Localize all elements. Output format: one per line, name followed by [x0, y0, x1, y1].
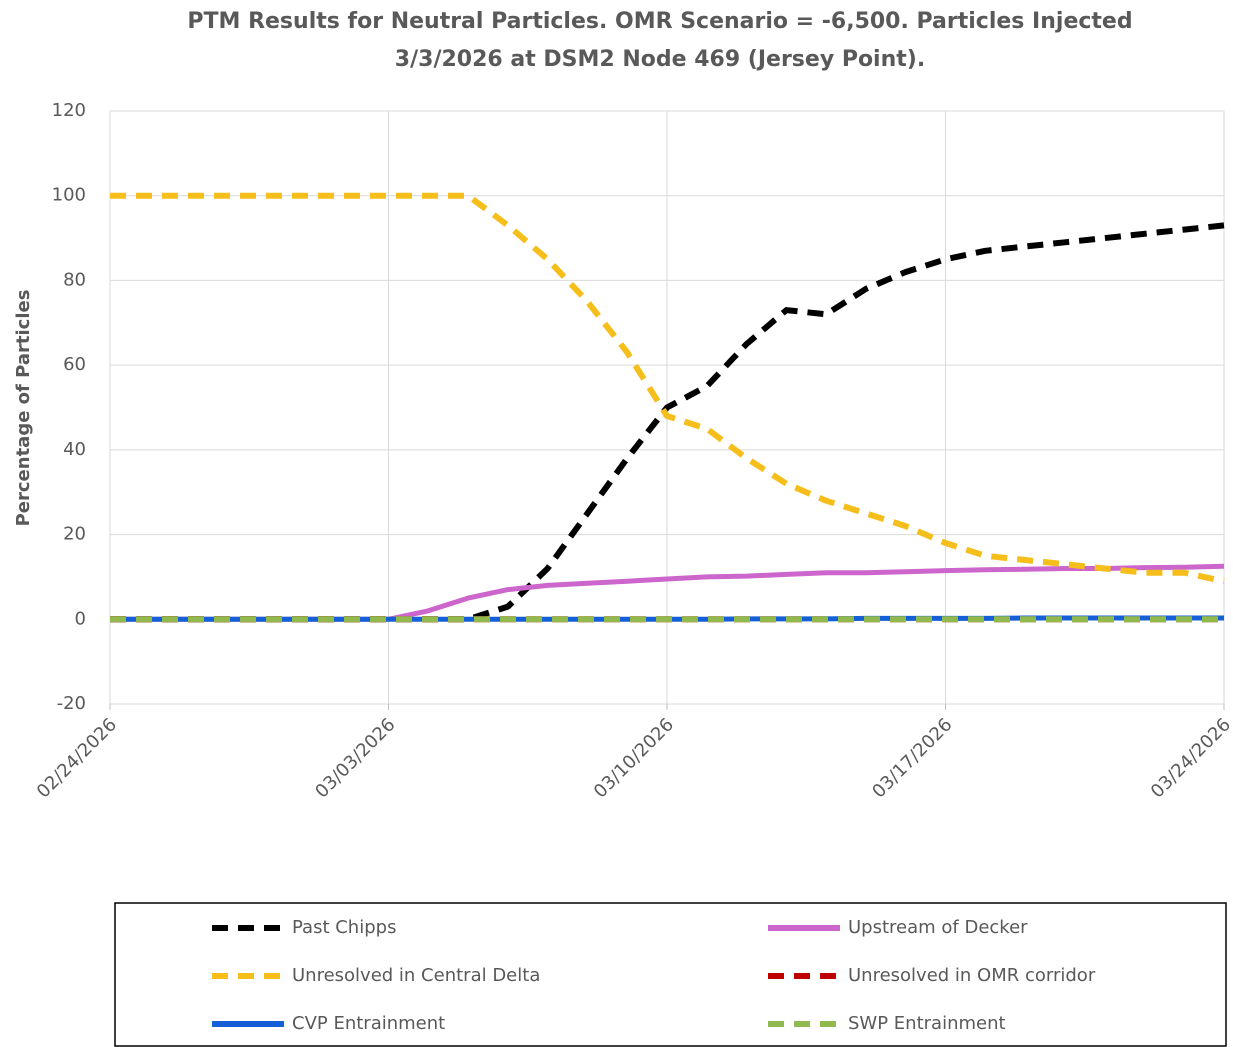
- legend-label: Unresolved in Central Delta: [292, 965, 540, 986]
- legend-label: Upstream of Decker: [848, 917, 1028, 938]
- series-line: [110, 192, 1225, 585]
- chart-title: PTM Results for Neutral Particles. OMR S…: [187, 9, 1132, 34]
- y-tick-label: 0: [75, 608, 86, 629]
- x-tick-label: 02/24/2026: [33, 714, 121, 802]
- x-tick-label: 03/03/2026: [311, 714, 399, 802]
- y-tick-label: -20: [57, 693, 86, 714]
- legend-box: [114, 902, 1227, 1047]
- y-tick-label: 100: [52, 185, 86, 206]
- x-tick-label: 03/24/2026: [1147, 714, 1233, 802]
- y-tick-label: 20: [63, 524, 86, 545]
- legend-label: Unresolved in OMR corridor: [848, 965, 1096, 986]
- y-tick-label: 60: [63, 354, 86, 375]
- legend-label: CVP Entrainment: [292, 1013, 445, 1034]
- legend-label: SWP Entrainment: [848, 1013, 1006, 1034]
- y-tick-label: 80: [63, 269, 86, 290]
- x-tick-label: 03/10/2026: [590, 714, 678, 802]
- x-tick-label: 03/17/2026: [868, 714, 956, 802]
- y-tick-label: 40: [63, 439, 86, 460]
- y-tick-label: 120: [52, 100, 86, 121]
- legend-label: Past Chipps: [292, 917, 396, 938]
- y-axis-label: Percentage of Particles: [13, 290, 34, 527]
- chart-title: 3/3/2026 at DSM2 Node 469 (Jersey Point)…: [395, 47, 925, 72]
